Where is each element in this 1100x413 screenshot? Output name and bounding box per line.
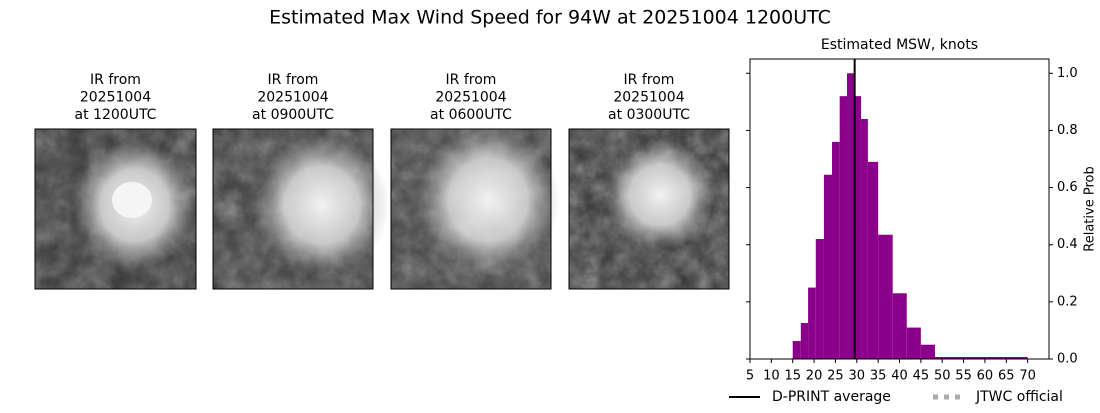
legend-label: D-PRINT average — [772, 389, 891, 405]
ir-image — [390, 126, 560, 290]
panel-title: 20251004 — [257, 90, 328, 106]
x-tick-label: 65 — [998, 369, 1015, 384]
panel-title: 20251004 — [613, 90, 684, 106]
bar — [861, 119, 868, 359]
panel-title: at 0300UTC — [608, 107, 690, 123]
panel-title: IR from — [624, 72, 675, 88]
y-axis-label: Relative Prob — [1083, 166, 1098, 251]
y-tick-label: 0.4 — [1057, 237, 1078, 252]
ir-image — [212, 128, 390, 290]
x-tick-label: 50 — [934, 369, 951, 384]
bar — [934, 357, 1028, 359]
panel-title: IR from — [446, 72, 497, 88]
x-tick-label: 70 — [1019, 369, 1036, 384]
ir-image — [568, 128, 730, 290]
bar — [800, 323, 809, 359]
panel-title: IR from — [90, 72, 141, 88]
bar — [920, 344, 935, 359]
bar — [853, 96, 862, 360]
x-tick-label: 25 — [827, 369, 844, 384]
y-tick-label: 1.0 — [1057, 66, 1078, 81]
y-tick-label: 0.0 — [1057, 352, 1078, 367]
y-tick-label: 0.6 — [1057, 180, 1078, 195]
figure-title: Estimated Max Wind Speed for 94W at 2025… — [269, 7, 831, 29]
x-tick-label: 5 — [746, 369, 754, 384]
bar — [846, 73, 854, 360]
bar — [906, 327, 921, 359]
bar — [892, 293, 907, 359]
y-tick-label: 0.8 — [1057, 123, 1078, 138]
panel-title: at 0600UTC — [430, 107, 512, 123]
x-tick-label: 55 — [955, 369, 972, 384]
bar — [867, 161, 879, 359]
bar — [839, 96, 847, 360]
bar — [823, 174, 833, 359]
legend-label: JTWC official — [975, 389, 1063, 405]
panel-title: at 0900UTC — [252, 107, 334, 123]
x-tick-label: 60 — [977, 369, 994, 384]
bar — [878, 234, 893, 359]
x-tick-label: 15 — [784, 369, 801, 384]
x-tick-label: 10 — [763, 369, 780, 384]
panel-title: IR from — [268, 72, 319, 88]
x-tick-label: 40 — [891, 369, 908, 384]
panel-title: at 1200UTC — [75, 107, 157, 123]
bar — [832, 141, 840, 359]
bar — [808, 287, 816, 359]
bar — [792, 341, 801, 359]
x-tick-label: 45 — [913, 369, 930, 384]
panel-title: 20251004 — [435, 90, 506, 106]
bar — [815, 239, 824, 359]
y-tick-label: 0.2 — [1057, 294, 1078, 309]
x-tick-label: 35 — [870, 369, 887, 384]
x-tick-label: 20 — [806, 369, 823, 384]
chart-title: Estimated MSW, knots — [821, 37, 978, 53]
ir-image — [34, 128, 197, 290]
x-tick-label: 30 — [849, 369, 866, 384]
panel-title: 20251004 — [80, 90, 151, 106]
